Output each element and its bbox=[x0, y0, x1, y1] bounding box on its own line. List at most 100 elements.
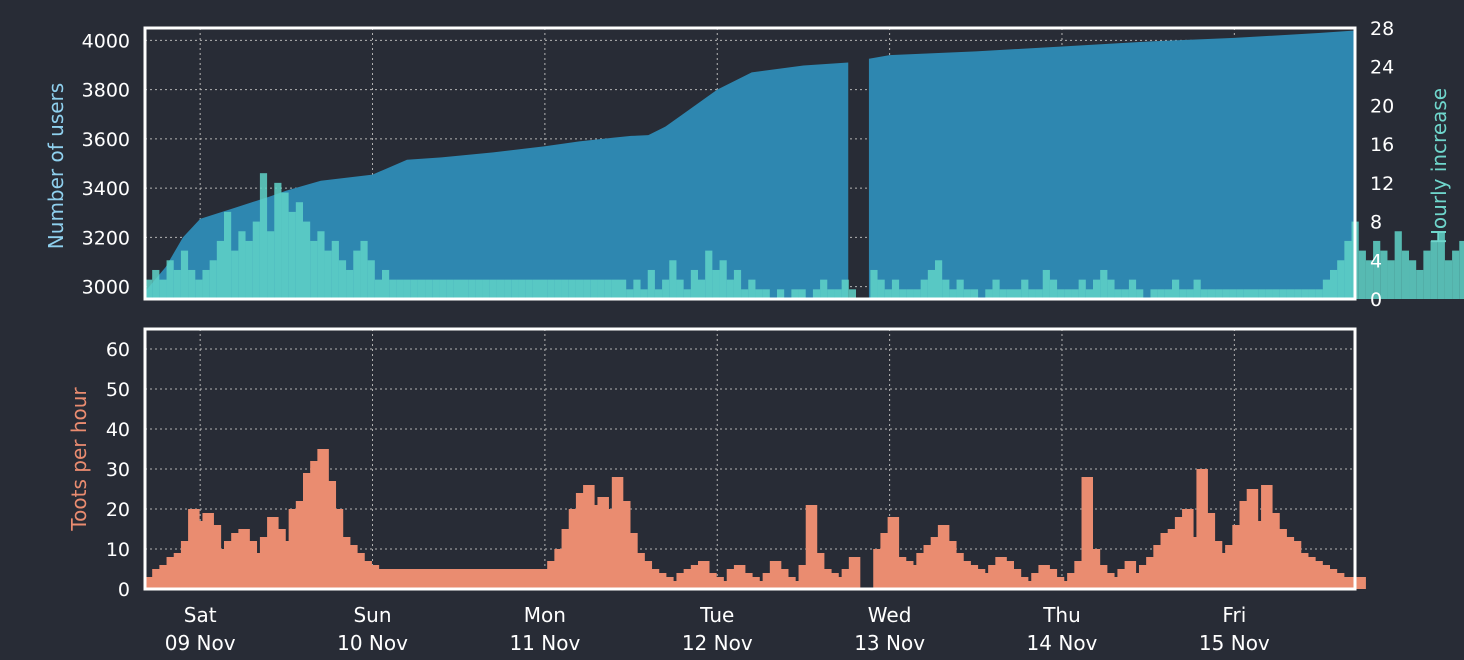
toots-bar bbox=[1203, 513, 1216, 589]
hourly-increase-bar bbox=[798, 289, 806, 299]
hourly-increase-bar bbox=[970, 289, 979, 299]
x-tick-day: Thu bbox=[1042, 603, 1081, 627]
hourly-increase-bar bbox=[640, 289, 648, 299]
hourly-increase-bar bbox=[245, 240, 253, 299]
toots-bar bbox=[1016, 577, 1029, 589]
toots-bar bbox=[604, 509, 617, 589]
hourly-increase-bar bbox=[496, 279, 505, 299]
toots-bars bbox=[145, 449, 1366, 589]
hourly-increase-bar bbox=[741, 289, 749, 299]
hourly-increase-bar bbox=[1258, 289, 1266, 299]
hourly-increase-bar bbox=[1272, 289, 1280, 299]
toots-bar bbox=[748, 577, 760, 589]
toots-bar bbox=[1296, 553, 1309, 589]
toots-bar bbox=[683, 569, 696, 589]
toots-bar bbox=[209, 525, 222, 589]
hourly-increase-bar bbox=[619, 279, 627, 299]
hourly-increase-bar bbox=[303, 221, 311, 299]
hourly-increase-bars bbox=[145, 173, 1464, 299]
toots-y-tick-label: 30 bbox=[106, 459, 130, 481]
toots-bar bbox=[662, 577, 674, 589]
toots-bar bbox=[453, 569, 466, 589]
x-tick-day: Tue bbox=[699, 603, 734, 627]
toots-bar bbox=[1067, 573, 1079, 589]
hourly-increase-bar bbox=[1093, 279, 1101, 299]
hourly-increase-bar bbox=[195, 279, 203, 299]
hourly-increase-bar bbox=[417, 279, 426, 299]
hourly-increase-bar bbox=[281, 192, 289, 299]
hourly-increase-bar bbox=[367, 260, 375, 299]
toots-bar bbox=[762, 573, 775, 589]
toots-bar bbox=[180, 541, 193, 589]
hourly-increase-bar bbox=[374, 279, 383, 299]
toots-bar bbox=[676, 573, 688, 589]
hourly-increase-bar bbox=[331, 240, 339, 299]
hourly-increase-bar bbox=[920, 279, 928, 299]
toots-y-tick-label: 60 bbox=[106, 339, 130, 361]
x-tick-date: 15 Nov bbox=[1199, 631, 1270, 655]
toots-bar bbox=[317, 449, 329, 589]
hourly-increase-bar bbox=[1021, 279, 1029, 299]
hourly-increase-bar bbox=[1064, 289, 1072, 299]
hourly-increase-bar bbox=[288, 211, 296, 299]
toots-bar bbox=[726, 569, 739, 589]
toots-bar bbox=[1146, 557, 1158, 589]
toots-bar bbox=[310, 461, 322, 589]
hourly-increase-bar bbox=[173, 269, 181, 299]
hourly-y-tick-label: 24 bbox=[1370, 57, 1394, 79]
hourly-increase-bar bbox=[906, 289, 914, 299]
hourly-increase-bar bbox=[1315, 289, 1323, 299]
hourly-increase-bar bbox=[1028, 289, 1036, 299]
toots-bar bbox=[195, 521, 207, 589]
toots-bar bbox=[367, 565, 380, 589]
hourly-increase-bar bbox=[762, 289, 770, 299]
toots-bar bbox=[245, 541, 258, 589]
toots-bar bbox=[959, 561, 971, 589]
toots-bar bbox=[952, 553, 964, 589]
toots-bar bbox=[496, 569, 509, 589]
hourly-increase-bar bbox=[633, 279, 641, 299]
toots-bar bbox=[1110, 577, 1122, 589]
hourly-y-tick-label: 20 bbox=[1370, 95, 1394, 117]
hourly-increase-bar bbox=[1373, 240, 1381, 299]
hourly-increase-bar bbox=[209, 260, 217, 299]
users-y-ticks: 3000 3200 3400 3600 3800 4000 bbox=[82, 30, 130, 298]
hourly-increase-bar bbox=[956, 279, 964, 299]
hourly-increase-bar bbox=[432, 279, 440, 299]
hourly-increase-bar bbox=[1193, 279, 1201, 299]
toots-y-tick-label: 50 bbox=[106, 379, 130, 401]
x-tick-date: 13 Nov bbox=[854, 631, 925, 655]
toots-bar bbox=[166, 557, 179, 589]
hourly-increase-bar bbox=[812, 289, 821, 299]
hourly-increase-bar bbox=[698, 279, 706, 299]
toots-bar bbox=[640, 561, 653, 589]
hourly-increase-bar bbox=[274, 182, 282, 299]
hourly-increase-bar bbox=[259, 173, 268, 299]
hourly-increase-bar bbox=[1121, 289, 1129, 299]
toots-bar bbox=[669, 581, 681, 589]
hourly-increase-bar bbox=[1085, 289, 1094, 299]
hourly-increase-bar bbox=[1265, 289, 1273, 299]
hourly-increase-bar bbox=[1294, 289, 1302, 299]
users-y-tick-label: 3400 bbox=[82, 178, 130, 200]
hourly-increase-bar bbox=[841, 279, 849, 299]
toots-bar bbox=[1024, 581, 1036, 589]
hourly-increase-bar bbox=[985, 289, 993, 299]
toots-bar bbox=[1318, 565, 1331, 589]
toots-bar bbox=[1174, 517, 1187, 589]
toots-bar bbox=[805, 505, 818, 589]
toots-bar bbox=[554, 549, 566, 589]
toots-bar bbox=[698, 561, 710, 589]
hourly-increase-bar bbox=[1006, 289, 1015, 299]
hourly-increase-bar bbox=[1279, 289, 1287, 299]
hourly-increase-bar bbox=[1236, 289, 1244, 299]
hourly-increase-bar bbox=[575, 279, 584, 299]
toots-bar bbox=[410, 569, 423, 589]
hourly-increase-bar bbox=[604, 279, 612, 299]
hourly-increase-bar bbox=[748, 279, 756, 299]
toots-bar bbox=[777, 569, 789, 589]
hourly-increase-bar bbox=[1452, 250, 1460, 299]
toots-bar bbox=[1347, 577, 1359, 589]
toots-bar bbox=[575, 493, 588, 589]
